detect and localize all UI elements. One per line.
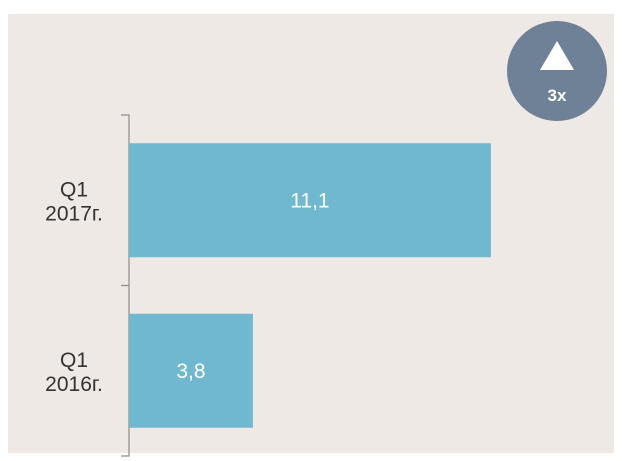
- triangle-up-icon: [540, 41, 574, 70]
- bars-group: [129, 143, 491, 428]
- labels-group: 11,1Q1 2017г.3,8Q1 2016г.: [45, 178, 329, 396]
- category-label-line: 2016г.: [45, 373, 103, 396]
- category-label: Q1 2016г.: [45, 349, 103, 396]
- bar-2: [129, 313, 253, 428]
- category-label: Q1 2017г.: [45, 178, 103, 225]
- category-label-line: Q1: [60, 349, 88, 372]
- bar-value-label: 11,1: [290, 189, 329, 212]
- badge-circle: [507, 21, 607, 121]
- bar-value-label: 3,8: [176, 360, 205, 383]
- growth-badge: 3x: [507, 21, 607, 121]
- category-label-line: Q1: [60, 178, 88, 201]
- bar-1: [129, 143, 491, 258]
- category-label-line: 2017г.: [45, 202, 103, 225]
- badge-label: 3x: [548, 86, 567, 105]
- category-axis: [121, 114, 130, 457]
